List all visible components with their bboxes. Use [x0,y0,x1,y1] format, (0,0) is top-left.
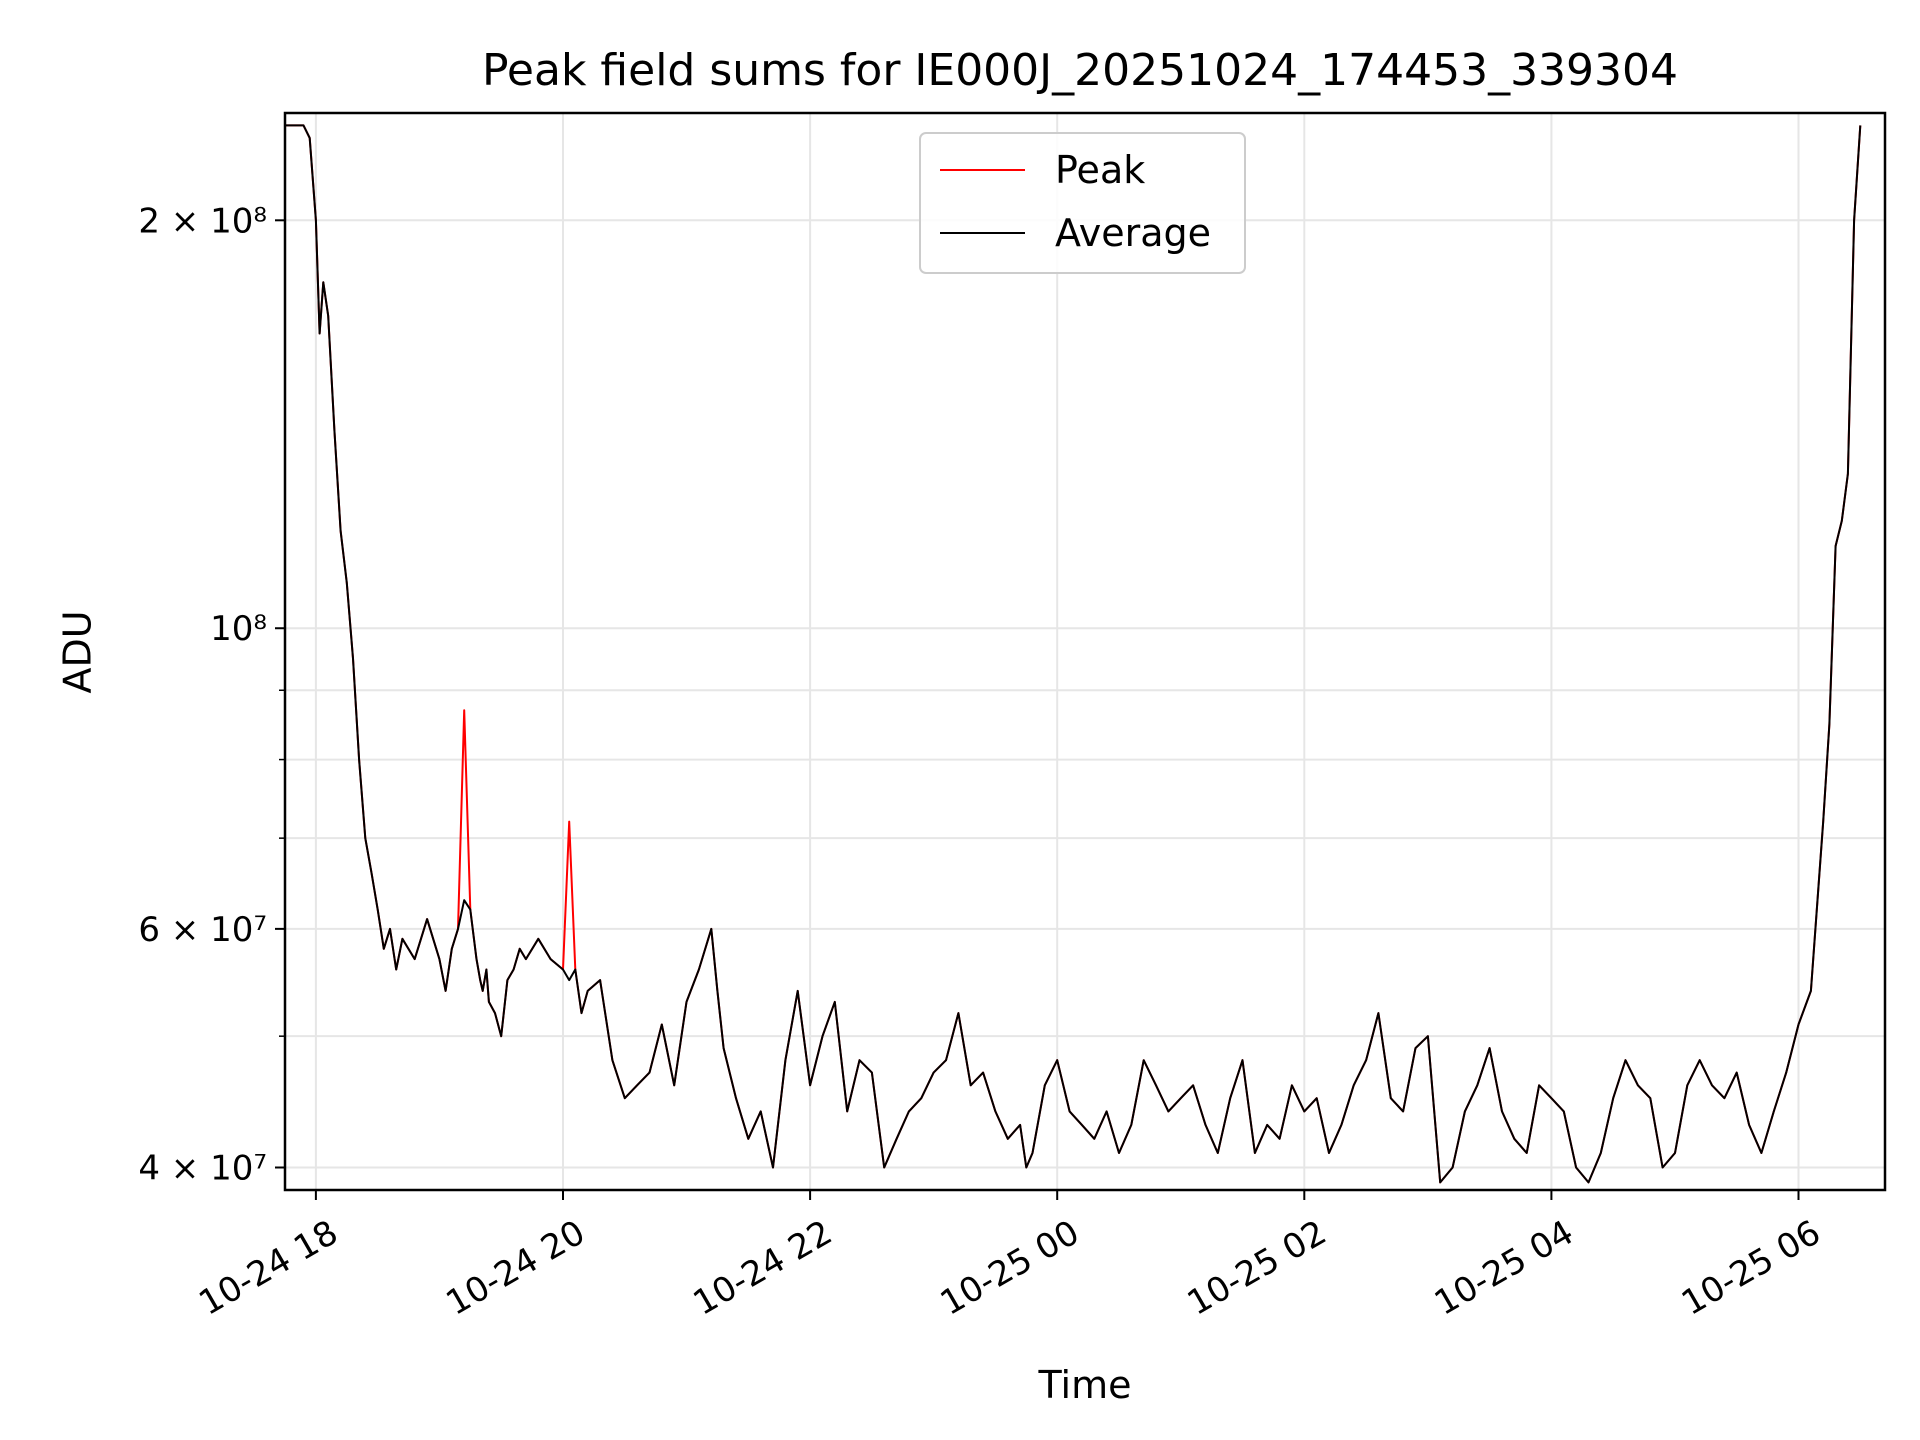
legend-box [919,132,1246,274]
x-tick-label: 10-25 00 [934,1213,1086,1324]
legend: Peak Average [919,132,1246,274]
x-tick-label: 10-24 20 [439,1213,591,1324]
series-layer [285,124,1862,1184]
x-tick-label: 10-25 02 [1181,1213,1333,1324]
x-tick-label: 10-24 22 [687,1213,839,1324]
series-line-peak [285,124,1862,1184]
y-tick-label: 10⁸ [210,609,267,649]
axes-layer: 10-24 18 10-24 20 10-24 22 10-25 00 10-25 02… [138,111,1887,1324]
y-tick-label: 6 × 10⁷ [138,910,267,950]
y-tick-label: 2 × 10⁸ [138,201,267,241]
chart-title: Peak field sums for IE000J_20251024_1744… [482,45,1678,96]
x-tick-label: 10-25 06 [1675,1213,1827,1324]
legend-label-average: Average [1055,211,1211,255]
y-axis-label: ADU [56,610,100,693]
legend-label-peak: Peak [1055,148,1145,192]
plot-frame [283,111,1887,1192]
y-tick-label: 4 × 10⁷ [138,1149,267,1189]
x-tick-label: 10-24 18 [192,1213,344,1324]
series-line-average [285,124,1862,1184]
x-axis-label: Time [1038,1363,1132,1407]
grid-lines [285,113,1885,1190]
x-tick-label: 10-25 04 [1428,1213,1580,1324]
